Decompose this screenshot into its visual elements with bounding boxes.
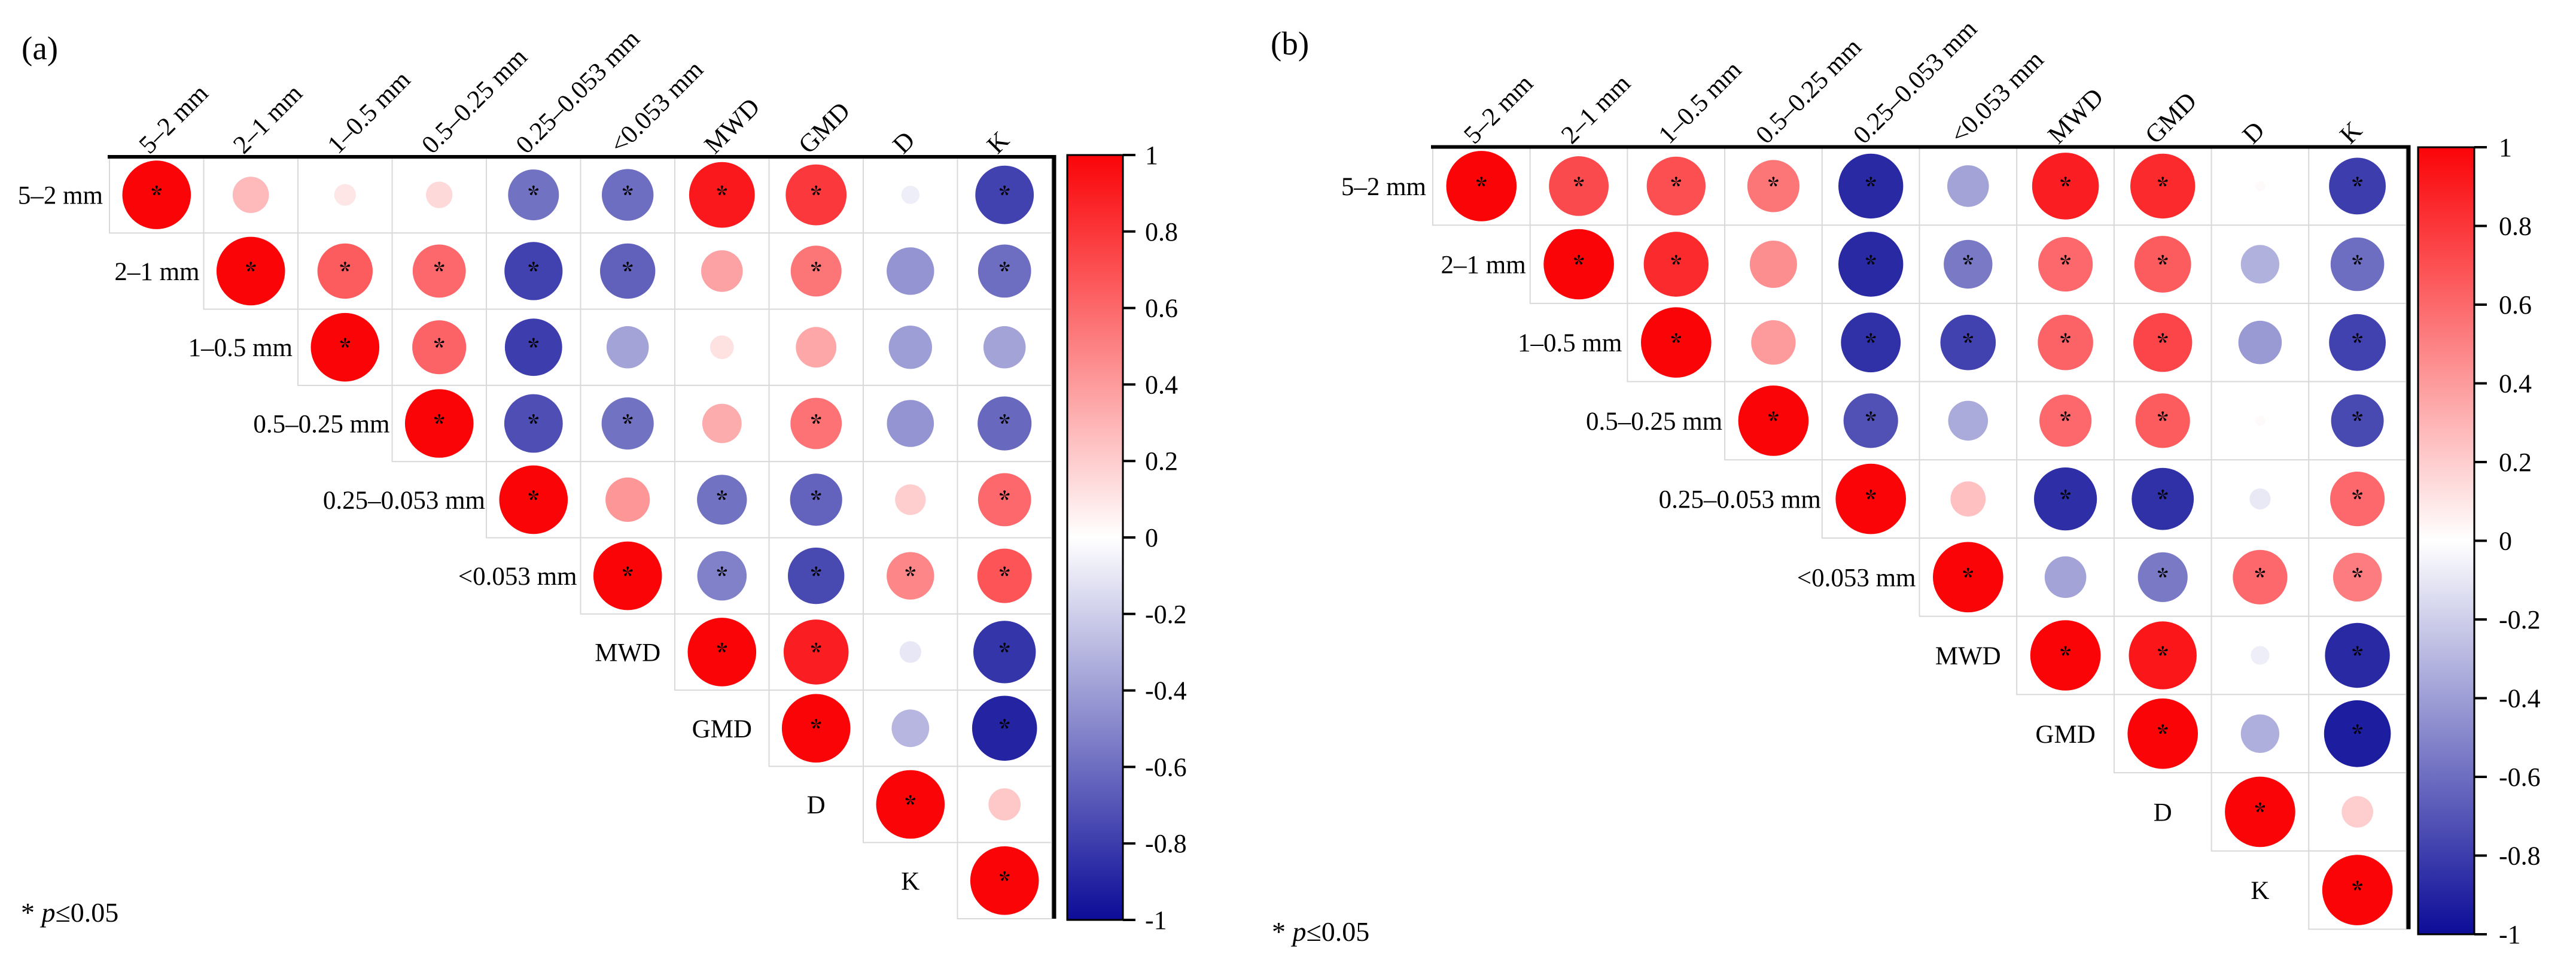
svg-text:-0.6: -0.6 [1145, 752, 1187, 782]
svg-text:GMD: GMD [2035, 721, 2095, 749]
svg-text:-0.2: -0.2 [1145, 600, 1187, 629]
svg-text:MWD: MWD [1935, 642, 2001, 670]
svg-text:2–1 mm: 2–1 mm [1441, 251, 1526, 280]
svg-text:* p≤0.05: * p≤0.05 [21, 897, 118, 928]
svg-text:5–2 mm: 5–2 mm [18, 182, 103, 210]
svg-text:(b): (b) [1271, 25, 1309, 62]
svg-text:1–0.5 mm: 1–0.5 mm [188, 334, 293, 362]
svg-text:0.8: 0.8 [1145, 217, 1178, 247]
svg-text:0.2: 0.2 [2499, 448, 2532, 477]
svg-text:5–2 mm: 5–2 mm [1341, 173, 1426, 201]
svg-text:(a): (a) [22, 30, 58, 66]
svg-text:K: K [2251, 877, 2269, 905]
svg-text:GMD: GMD [692, 715, 752, 743]
svg-text:D: D [807, 791, 826, 819]
svg-text:K: K [901, 867, 919, 895]
svg-text:1: 1 [1145, 141, 1158, 170]
svg-text:0.4: 0.4 [2499, 369, 2532, 399]
svg-text:0: 0 [1145, 523, 1158, 552]
svg-text:1–0.5 mm: 1–0.5 mm [1518, 329, 1622, 357]
svg-text:0: 0 [2499, 527, 2512, 556]
svg-text:0.25–0.053 mm: 0.25–0.053 mm [323, 487, 485, 515]
svg-text:-1: -1 [2499, 920, 2521, 949]
svg-text:0.5–0.25 mm: 0.5–0.25 mm [1586, 408, 1722, 436]
svg-text:<0.053 mm: <0.053 mm [1797, 564, 1916, 592]
svg-text:0.25–0.053 mm: 0.25–0.053 mm [1659, 486, 1821, 514]
svg-text:-0.4: -0.4 [1145, 676, 1187, 706]
svg-text:2–1 mm: 2–1 mm [114, 258, 199, 286]
svg-text:D: D [2154, 798, 2172, 827]
svg-text:-0.4: -0.4 [2499, 684, 2541, 713]
svg-text:0.6: 0.6 [2499, 290, 2532, 320]
svg-text:-1: -1 [1145, 906, 1167, 935]
svg-text:-0.6: -0.6 [2499, 763, 2541, 792]
svg-text:0.6: 0.6 [1145, 294, 1178, 323]
svg-text:0.8: 0.8 [2499, 212, 2532, 241]
svg-text:MWD: MWD [595, 639, 660, 667]
svg-text:* p≤0.05: * p≤0.05 [1272, 916, 1369, 947]
svg-text:0.2: 0.2 [1145, 446, 1178, 476]
svg-text:-0.2: -0.2 [2499, 605, 2541, 634]
svg-text:-0.8: -0.8 [2499, 842, 2541, 871]
svg-text:-0.8: -0.8 [1145, 829, 1187, 858]
svg-text:0.5–0.25 mm: 0.5–0.25 mm [253, 411, 389, 439]
svg-text:0.4: 0.4 [1145, 370, 1178, 399]
svg-text:<0.053 mm: <0.053 mm [458, 563, 577, 591]
svg-text:1: 1 [2499, 133, 2512, 162]
